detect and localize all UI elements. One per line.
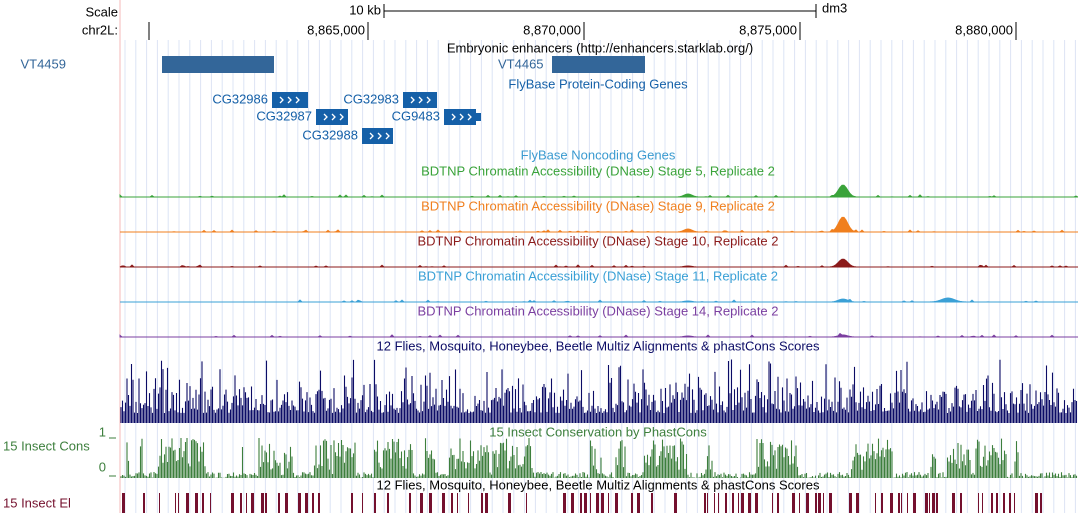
track-title: BDTNP Chromatin Accessibility (DNase) St… bbox=[421, 163, 775, 178]
enhancer-label: VT4465 bbox=[498, 56, 544, 71]
track-label: 15 Insect Cons bbox=[3, 438, 90, 453]
multiz-signal bbox=[120, 359, 1078, 423]
phastcons-signal bbox=[120, 438, 1078, 478]
gene-feature bbox=[272, 92, 308, 108]
dnase-signal bbox=[120, 216, 1078, 233]
gene-feature bbox=[444, 109, 476, 125]
scale-label: Scale bbox=[85, 4, 118, 19]
track-title: 15 Insect Conservation by PhastCons bbox=[489, 424, 707, 439]
strand-arrow bbox=[426, 96, 431, 104]
ruler-label: 8,865,000 bbox=[307, 22, 365, 37]
track-label: 15 Insect El bbox=[3, 495, 71, 510]
strand-arrow bbox=[287, 96, 292, 104]
strand-arrow bbox=[323, 113, 328, 121]
track-title: 12 Flies, Mosquito, Honeybee, Beetle Mul… bbox=[377, 477, 820, 492]
strand-arrow bbox=[331, 113, 336, 121]
strand-arrow bbox=[385, 132, 390, 140]
strand-arrow bbox=[410, 96, 415, 104]
axis-label: 0 bbox=[99, 459, 106, 474]
track-title: FlyBase Noncoding Genes bbox=[521, 147, 676, 162]
dnase-signal bbox=[119, 184, 1078, 198]
track-title: FlyBase Protein-Coding Genes bbox=[508, 76, 688, 91]
chrom-label: chr2L: bbox=[82, 22, 118, 37]
gene-label: CG32986 bbox=[212, 91, 268, 106]
gene-feature bbox=[316, 109, 348, 125]
scale-bar-label: 10 kb bbox=[349, 2, 381, 17]
enhancer-label: VT4459 bbox=[20, 56, 66, 71]
track-title: 12 Flies, Mosquito, Honeybee, Beetle Mul… bbox=[377, 338, 820, 353]
strand-arrow bbox=[279, 96, 284, 104]
track-title: BDTNP Chromatin Accessibility (DNase) St… bbox=[418, 268, 778, 283]
track-title: BDTNP Chromatin Accessibility (DNase) St… bbox=[417, 303, 778, 318]
ruler-label: 8,870,000 bbox=[523, 22, 581, 37]
gene-utr bbox=[476, 113, 481, 121]
track-title: BDTNP Chromatin Accessibility (DNase) St… bbox=[417, 233, 778, 248]
gene-label: CG9483 bbox=[392, 108, 440, 123]
track-title: BDTNP Chromatin Accessibility (DNase) St… bbox=[421, 198, 775, 213]
strand-arrow bbox=[369, 132, 374, 140]
strand-arrow bbox=[377, 132, 382, 140]
strand-arrow bbox=[295, 96, 300, 104]
dnase-signal bbox=[119, 332, 1078, 338]
dnase-signal bbox=[120, 297, 1078, 303]
conserved-elements bbox=[122, 493, 1042, 513]
ruler-label: 8,880,000 bbox=[955, 22, 1013, 37]
gene-feature bbox=[362, 128, 393, 144]
gene-label: CG32983 bbox=[343, 91, 399, 106]
strand-arrow bbox=[459, 113, 464, 121]
gene-label: CG32987 bbox=[256, 108, 312, 123]
enhancer-feature bbox=[162, 56, 274, 73]
axis-label: 1 bbox=[99, 424, 106, 439]
track-title: Embryonic enhancers (http://enhancers.st… bbox=[447, 40, 753, 55]
strand-arrow bbox=[467, 113, 472, 121]
gene-feature bbox=[403, 92, 437, 108]
enhancer-feature bbox=[552, 56, 645, 73]
strand-arrow bbox=[339, 113, 344, 121]
ruler-label: 8,875,000 bbox=[739, 22, 797, 37]
strand-arrow bbox=[418, 96, 423, 104]
assembly-label: dm3 bbox=[822, 0, 847, 15]
dnase-signal bbox=[119, 258, 1078, 268]
gene-label: CG32988 bbox=[302, 127, 358, 142]
strand-arrow bbox=[451, 113, 456, 121]
